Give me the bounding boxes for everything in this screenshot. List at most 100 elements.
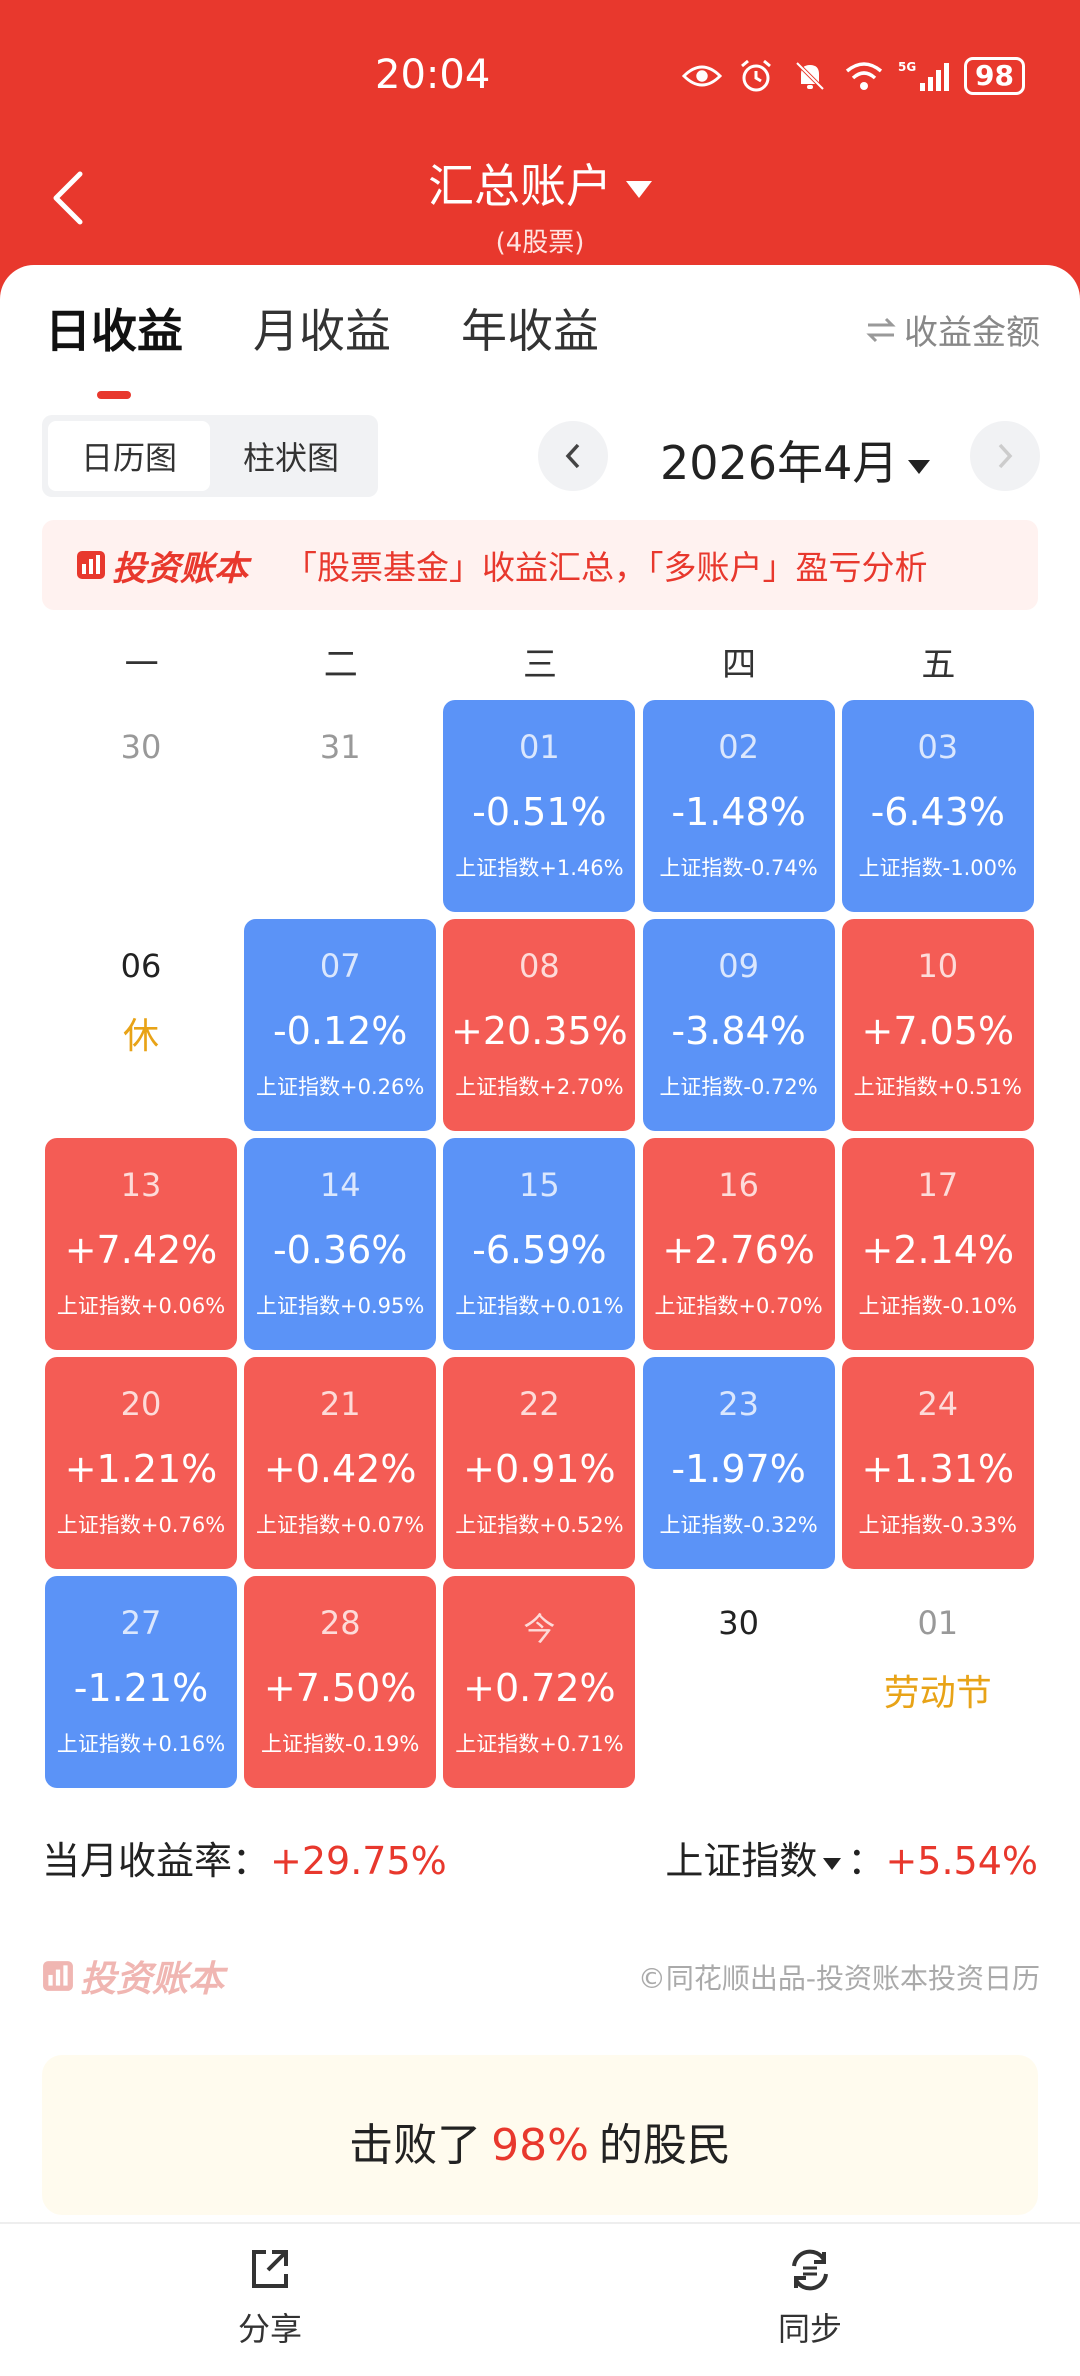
account-title: 汇总账户 (428, 159, 612, 213)
day-index: 上证指数-1.00% (858, 856, 1017, 880)
weekday-fri: 五 (921, 645, 956, 685)
calendar-day[interactable]: 20 +1.21% 上证指数+0.76% (45, 1357, 237, 1569)
footer-credit: ©同花顺出品-投资账本投资日历 (637, 1962, 1040, 1995)
day-number: 02 (718, 728, 759, 766)
back-arrow-icon (53, 171, 83, 225)
amount-toggle[interactable]: 收益金额 (866, 305, 1040, 354)
day-return: -0.12% (272, 1009, 408, 1053)
day-number: 30 (120, 728, 162, 766)
day-return: +7.05% (861, 1009, 1015, 1053)
view-bar[interactable]: 柱状图 (242, 439, 339, 477)
promo-banner[interactable]: 投资账本 「股票基金」收益汇总，「多账户」盈亏分析 (42, 520, 1038, 610)
day-number: 01 (917, 1604, 959, 1642)
tab-daily[interactable]: 日收益 (45, 295, 183, 399)
day-index: 上证指数+0.07% (256, 1513, 425, 1537)
day-return: +2.14% (861, 1228, 1015, 1272)
day-return: -3.84% (671, 1009, 806, 1053)
tab-monthly[interactable]: 月收益 (253, 304, 391, 358)
calendar-day[interactable]: 30 (45, 700, 237, 912)
index-label: 上证指数 (665, 1839, 818, 1883)
index-selector[interactable]: 上证指数 (665, 1839, 847, 1883)
tab-yearly[interactable]: 年收益 (461, 304, 599, 358)
calendar-day[interactable]: 10 +7.05% 上证指数+0.51% (841, 919, 1034, 1131)
eye-icon (682, 56, 723, 96)
share-icon (252, 2250, 288, 2288)
sync-button[interactable]: 同步 (710, 2246, 910, 2350)
calendar-day[interactable]: 17 +2.14% 上证指数-0.10% (841, 1138, 1034, 1350)
calendar-day[interactable]: 02 -1.48% 上证指数-0.74% (642, 700, 835, 912)
day-index: 上证指数+0.16% (56, 1732, 226, 1756)
day-return: +2.76% (662, 1228, 815, 1272)
calendar-day[interactable]: 01 劳动节 (842, 1576, 1034, 1788)
day-number: 01 (519, 728, 560, 766)
caret-down-icon (626, 181, 652, 198)
calendar-day[interactable]: 22 +0.91% 上证指数+0.52% (443, 1357, 636, 1569)
period-tabs: 日收益 月收益 年收益 (45, 295, 599, 399)
calendar-day[interactable]: 24 +1.31% 上证指数-0.33% (841, 1357, 1034, 1569)
view-calendar[interactable]: 日历图 (48, 421, 210, 491)
calendar-day[interactable]: 21 +0.42% 上证指数+0.07% (244, 1357, 437, 1569)
back-button[interactable] (48, 168, 108, 238)
alarm-icon (736, 56, 776, 96)
month-selector[interactable]: 2026年4月 (660, 427, 931, 493)
calendar-day[interactable]: 16 +2.76% 上证指数+0.70% (642, 1138, 835, 1350)
svg-text:5G: 5G (898, 60, 916, 74)
sync-label: 同步 (777, 2310, 842, 2348)
day-index: 上证指数+2.70% (455, 1075, 624, 1099)
status-time: 20:04 (375, 52, 491, 98)
prev-month-button[interactable] (538, 421, 608, 491)
calendar-day[interactable]: 03 -6.43% 上证指数-1.00% (841, 700, 1034, 912)
day-number: 03 (917, 728, 959, 766)
calendar-day[interactable]: 15 -6.59% 上证指数+0.01% (443, 1138, 636, 1350)
main-card: 日收益 月收益 年收益 收益金额 日历图 柱状图 2026年4月 投资账本 「股… (0, 265, 1080, 2376)
next-month-button[interactable] (970, 421, 1040, 491)
day-index: 上证指数+1.46% (455, 856, 624, 880)
calendar-day[interactable]: 今 +0.72% 上证指数+0.71% (443, 1576, 636, 1788)
day-number: 17 (917, 1166, 959, 1204)
day-return: +1.21% (64, 1447, 218, 1491)
sync-icon (792, 2249, 828, 2291)
day-number: 16 (718, 1166, 759, 1204)
day-number: 27 (120, 1604, 162, 1642)
calendar-day[interactable]: 30 (643, 1576, 835, 1788)
beat-prefix: 击败了 (349, 2120, 482, 2171)
holiday-note: 休 (122, 1016, 159, 1057)
calendar-day[interactable]: 14 -0.36% 上证指数+0.95% (244, 1138, 437, 1350)
day-return: +0.91% (463, 1447, 616, 1491)
calendar-day[interactable]: 01 -0.51% 上证指数+1.46% (443, 700, 636, 912)
calendar-day[interactable]: 31 (244, 700, 436, 912)
day-number: 15 (519, 1166, 560, 1204)
day-number: 22 (519, 1385, 560, 1423)
calendar-day[interactable]: 08 +20.35% 上证指数+2.70% (443, 919, 636, 1131)
calendar-day[interactable]: 27 -1.21% 上证指数+0.16% (45, 1576, 237, 1788)
day-index: 上证指数-0.33% (858, 1513, 1017, 1537)
ledger-icon (43, 1961, 73, 1991)
brand-logo: 投资账本 (76, 541, 248, 590)
day-number: 10 (917, 947, 959, 985)
index-value: +5.54% (885, 1839, 1038, 1883)
day-number: 13 (120, 1166, 162, 1204)
day-return: +7.42% (64, 1228, 218, 1272)
caret-down-icon (823, 1857, 842, 1870)
share-button[interactable]: 分享 (170, 2246, 370, 2350)
day-return: +0.42% (263, 1447, 417, 1491)
weekday-header: 一 二 三 四 五 (42, 620, 1038, 710)
nav-bar: 汇总账户 (4股票) (0, 150, 1080, 270)
account-selector[interactable]: 汇总账户 (4股票) (0, 150, 1080, 259)
day-number: 08 (519, 947, 560, 985)
day-number: 31 (319, 728, 361, 766)
calendar-day[interactable]: 13 +7.42% 上证指数+0.06% (45, 1138, 237, 1350)
wifi-icon (844, 56, 884, 96)
calendar-day[interactable]: 23 -1.97% 上证指数-0.32% (642, 1357, 835, 1569)
calendar-day[interactable]: 07 -0.12% 上证指数+0.26% (244, 919, 437, 1131)
day-return: -6.59% (472, 1228, 607, 1272)
beat-card: 击败了 98% 的股民 (42, 2055, 1038, 2215)
chevron-left-icon (565, 443, 580, 469)
account-subtitle: (4股票) (495, 228, 585, 258)
day-return: +0.72% (463, 1666, 616, 1710)
calendar-day[interactable]: 28 +7.50% 上证指数-0.19% (244, 1576, 437, 1788)
calendar-day[interactable]: 09 -3.84% 上证指数-0.72% (642, 919, 835, 1131)
view-switch: 日历图 柱状图 (42, 415, 378, 497)
calendar-day[interactable]: 06 休 (45, 919, 237, 1131)
day-return: -1.48% (671, 790, 806, 834)
